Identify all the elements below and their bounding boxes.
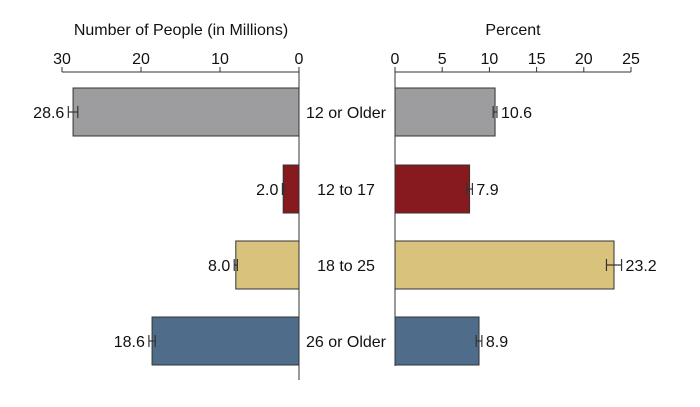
left-value-label: 2.0 xyxy=(256,182,278,199)
right-bar xyxy=(394,87,496,137)
category-label: 12 to 17 xyxy=(317,182,375,199)
left-value-label: 8.0 xyxy=(208,258,230,275)
category-label: 18 to 25 xyxy=(317,258,375,275)
right-value-label: 23.2 xyxy=(626,258,657,275)
right-tick-label: 10 xyxy=(481,51,499,68)
right-tick-label: 20 xyxy=(575,51,593,68)
left-tick-label: 10 xyxy=(211,51,229,68)
left-bar xyxy=(235,240,300,290)
right-value-label: 8.9 xyxy=(486,334,508,351)
left-tick-label: 30 xyxy=(53,51,71,68)
right-tick-label: 25 xyxy=(622,51,640,68)
category-label: 26 or Older xyxy=(306,334,387,351)
left-value-label: 28.6 xyxy=(33,105,64,122)
right-axis-title: Percent xyxy=(485,22,541,39)
left-tick-label: 20 xyxy=(132,51,150,68)
left-tick-label: 0 xyxy=(295,51,304,68)
left-value-label: 18.6 xyxy=(114,334,145,351)
right-tick-label: 5 xyxy=(438,51,447,68)
right-bar xyxy=(394,164,471,214)
left-bar xyxy=(282,164,300,214)
left-bar xyxy=(72,87,300,137)
right-tick-label: 0 xyxy=(391,51,400,68)
left-bar xyxy=(151,316,300,366)
right-bar xyxy=(394,316,480,366)
category-label: 12 or Older xyxy=(306,105,387,122)
left-axis-title: Number of People (in Millions) xyxy=(74,22,288,39)
right-value-label: 10.6 xyxy=(501,105,532,122)
right-bar xyxy=(394,240,615,290)
right-tick-label: 15 xyxy=(528,51,546,68)
right-value-label: 7.9 xyxy=(476,182,498,199)
